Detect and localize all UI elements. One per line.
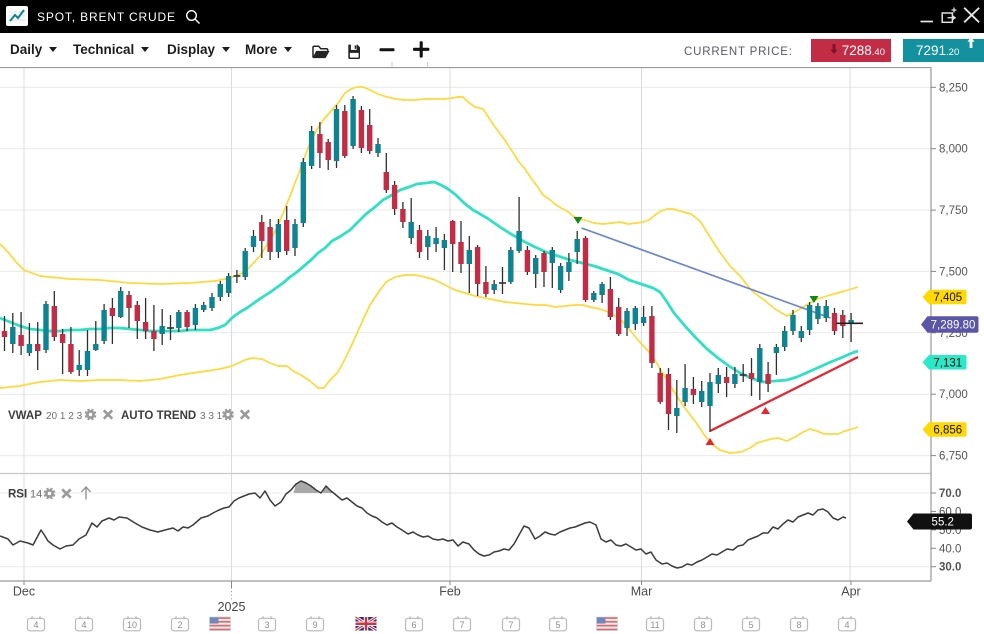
svg-text:8: 8 [700,620,705,630]
svg-text:30.0: 30.0 [939,562,961,574]
svg-text:RSI: RSI [8,489,27,501]
svg-text:7,289.80: 7,289.80 [931,320,976,332]
svg-text:AUTO TREND: AUTO TREND [121,410,196,422]
svg-text:Feb: Feb [439,585,461,599]
svg-text:9: 9 [312,620,317,630]
svg-text:8,250: 8,250 [939,82,968,94]
svg-text:7,500: 7,500 [939,266,968,278]
svg-text:2: 2 [177,620,182,630]
svg-text:4: 4 [33,620,38,630]
svg-text:5: 5 [555,620,560,630]
svg-text:Dec: Dec [13,585,35,599]
svg-text:70.0: 70.0 [939,488,961,500]
svg-text:20 1 2 3: 20 1 2 3 [46,411,83,422]
svg-text:8: 8 [796,620,801,630]
svg-text:11: 11 [650,620,659,630]
svg-text:7,750: 7,750 [939,205,968,217]
svg-text:7,000: 7,000 [939,389,968,401]
svg-text:55.2: 55.2 [932,517,954,529]
svg-text:Mar: Mar [631,585,653,599]
svg-text:4: 4 [81,620,86,630]
svg-text:7: 7 [459,620,464,630]
svg-text:40.0: 40.0 [939,543,961,555]
svg-text:4: 4 [844,620,849,630]
svg-text:10: 10 [127,620,137,630]
svg-text:VWAP: VWAP [8,410,42,422]
svg-text:6,750: 6,750 [939,451,968,463]
svg-text:2025: 2025 [218,600,246,614]
svg-text:14: 14 [30,489,42,501]
svg-text:7: 7 [508,620,513,630]
svg-text:7,405: 7,405 [933,292,962,304]
svg-text:7,131: 7,131 [933,357,962,369]
svg-text:6: 6 [411,620,416,630]
svg-text:3 3 1: 3 3 1 [200,411,223,422]
svg-text:Apr: Apr [841,585,860,599]
svg-text:8,000: 8,000 [939,144,968,156]
svg-text:3: 3 [264,620,269,630]
svg-text:6,856: 6,856 [933,425,962,437]
svg-text:5: 5 [748,620,753,630]
